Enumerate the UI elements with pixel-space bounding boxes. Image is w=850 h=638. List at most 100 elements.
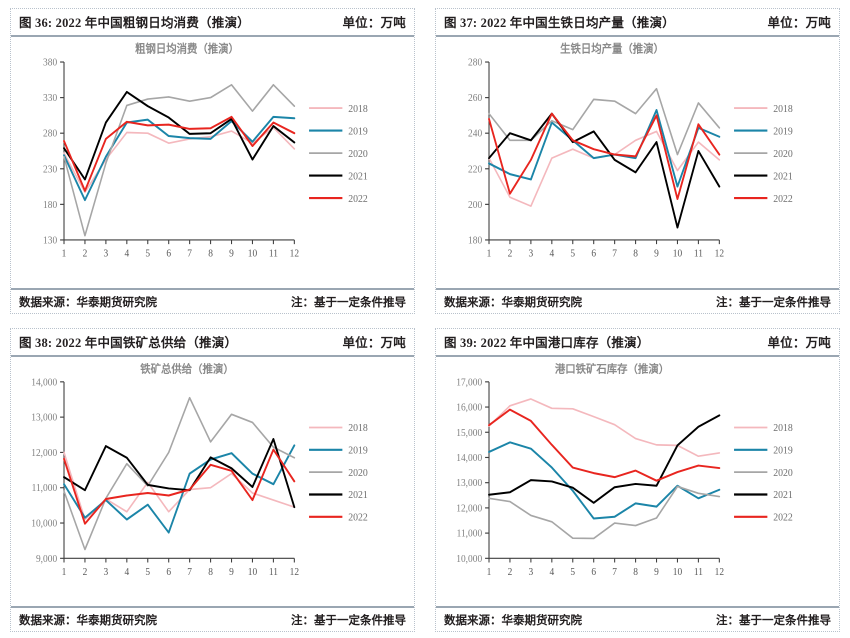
x-axis-tick-label: 11	[694, 248, 703, 259]
series-line-2019	[63, 115, 296, 202]
figure-header-39: 图 39: 2022 年中国港口库存（推演） 单位：万吨	[436, 329, 839, 357]
y-axis-tick-label: 17,000	[456, 377, 482, 388]
x-axis-tick-label: 5	[570, 567, 575, 578]
figure-cell-37: 图 37: 2022 年中国生铁日均产量（推演） 单位：万吨 生铁日均产量（推演…	[425, 0, 850, 320]
chart-area-37: 生铁日均产量（推演） 180 200 220 240 260 280 1 2 3 4 5 6 7 8 9 10 1…	[436, 37, 839, 288]
legend-label-2021: 2021	[348, 490, 368, 501]
x-axis-tick-label: 12	[715, 567, 725, 578]
figure-source-36: 数据来源：华泰期货研究院	[19, 297, 157, 309]
x-axis-tick-label: 1	[487, 567, 492, 578]
series-line-2021	[488, 112, 721, 229]
legend-label-2019: 2019	[773, 445, 793, 456]
series-line-2020	[488, 87, 721, 156]
figure-unit-39: 单位：万吨	[767, 336, 831, 350]
legend-label-2018: 2018	[348, 423, 368, 434]
figure-footer-36: 数据来源：华泰期货研究院 注：基于一定条件推导	[11, 288, 414, 313]
x-axis-tick-label: 2	[508, 248, 513, 259]
figure-footer-37: 数据来源：华泰期货研究院 注：基于一定条件推导	[436, 288, 839, 313]
figure-unit-37: 单位：万吨	[767, 16, 831, 30]
figure-source-39: 数据来源：华泰期货研究院	[444, 615, 582, 627]
legend-label-2020: 2020	[773, 468, 793, 479]
x-axis-tick-label: 3	[104, 567, 109, 578]
x-axis-tick-label: 1	[62, 248, 67, 259]
series-line-2020	[63, 83, 296, 237]
figure-cell-38: 图 38: 2022 年中国铁矿总供给（推演） 单位：万吨 铁矿总供给（推演） 9…	[0, 320, 425, 638]
y-axis-tick-label: 13,000	[456, 478, 482, 489]
y-axis-tick-label: 12,000	[31, 448, 57, 459]
x-axis-tick-label: 9	[654, 248, 659, 259]
x-axis-tick-label: 3	[529, 248, 534, 259]
x-axis-tick-label: 6	[166, 567, 171, 578]
figure-note-38: 注：基于一定条件推导	[291, 615, 406, 627]
y-axis-tick-label: 260	[468, 93, 482, 104]
y-axis-tick-label: 330	[43, 93, 57, 104]
x-axis-tick-label: 7	[187, 248, 192, 259]
x-axis-tick-label: 10	[248, 248, 258, 259]
x-axis-tick-label: 11	[694, 567, 703, 578]
figure-title-38: 图 38: 2022 年中国铁矿总供给（推演）	[19, 336, 238, 350]
y-axis-tick-label: 9,000	[36, 554, 57, 565]
y-axis-tick-label: 180	[43, 200, 57, 211]
figure-source-37: 数据来源：华泰期货研究院	[444, 297, 582, 309]
series-line-2020	[63, 396, 296, 551]
series-line-2018	[488, 398, 721, 458]
series-line-2022	[488, 408, 721, 482]
chart-title: 港口铁矿石库存（推演）	[555, 362, 669, 375]
figure-title-39: 图 39: 2022 年中国港口库存（推演）	[444, 336, 650, 350]
x-axis-tick-label: 2	[83, 248, 88, 259]
x-axis-tick-label: 2	[83, 567, 88, 578]
figure-unit-38: 单位：万吨	[342, 336, 406, 350]
legend-label-2019: 2019	[773, 126, 793, 137]
series-line-2019	[488, 441, 721, 520]
figure-note-39: 注：基于一定条件推导	[716, 615, 831, 627]
chart-area-36: 粗钢日均消费（推演） 130 180 230 280 330 380 1 2 3 4 5 6 7 8 9 10 1…	[11, 37, 414, 288]
legend-label-2022: 2022	[773, 512, 793, 523]
figure-source-38: 数据来源：华泰期货研究院	[19, 615, 157, 627]
legend-label-2018: 2018	[773, 104, 793, 115]
x-axis-tick-label: 1	[487, 248, 492, 259]
y-axis-tick-label: 16,000	[456, 402, 482, 413]
figure-cell-39: 图 39: 2022 年中国港口库存（推演） 单位：万吨 港口铁矿石库存（推演）…	[425, 320, 850, 638]
x-axis-tick-label: 6	[166, 248, 171, 259]
chart-title: 生铁日均产量（推演）	[560, 42, 664, 55]
series-line-2021	[488, 414, 721, 504]
figure-footer-38: 数据来源：华泰期货研究院 注：基于一定条件推导	[11, 606, 414, 631]
y-axis-tick-label: 200	[468, 200, 482, 211]
series-line-2021	[63, 90, 296, 181]
series-line-2021	[63, 438, 296, 509]
legend-label-2019: 2019	[348, 445, 368, 456]
y-axis-tick-label: 130	[43, 235, 57, 246]
y-axis-tick-label: 15,000	[456, 428, 482, 439]
legend-label-2021: 2021	[773, 490, 793, 501]
x-axis-tick-label: 10	[673, 567, 683, 578]
figure-cell-36: 图 36: 2022 年中国粗钢日均消费（推演） 单位：万吨 粗钢日均消费（推演…	[0, 0, 425, 320]
x-axis-tick-label: 8	[208, 248, 213, 259]
figure-note-37: 注：基于一定条件推导	[716, 297, 831, 309]
legend-label-2019: 2019	[348, 126, 368, 137]
legend-label-2021: 2021	[348, 171, 368, 182]
chart-title: 铁矿总供给（推演）	[140, 362, 233, 375]
y-axis-tick-label: 14,000	[456, 453, 482, 464]
x-axis-tick-label: 4	[549, 248, 554, 259]
x-axis-tick-label: 8	[633, 248, 638, 259]
x-axis-tick-label: 12	[290, 567, 300, 578]
figure-header-38: 图 38: 2022 年中国铁矿总供给（推演） 单位：万吨	[11, 329, 414, 357]
legend-label-2022: 2022	[773, 194, 793, 205]
figure-unit-36: 单位：万吨	[342, 16, 406, 30]
figure-title-36: 图 36: 2022 年中国粗钢日均消费（推演）	[19, 16, 250, 30]
y-axis-tick-label: 280	[468, 57, 482, 68]
chart-title: 粗钢日均消费（推演）	[135, 42, 239, 55]
figure-footer-39: 数据来源：华泰期货研究院 注：基于一定条件推导	[436, 606, 839, 631]
x-axis-tick-label: 4	[124, 248, 129, 259]
legend-label-2020: 2020	[348, 149, 368, 160]
figure-note-36: 注：基于一定条件推导	[291, 297, 406, 309]
legend-label-2018: 2018	[773, 423, 793, 434]
legend-label-2020: 2020	[773, 149, 793, 160]
legend-label-2022: 2022	[348, 512, 368, 523]
y-axis-tick-label: 11,000	[457, 528, 483, 539]
figure-header-36: 图 36: 2022 年中国粗钢日均消费（推演） 单位：万吨	[11, 9, 414, 37]
y-axis-tick-label: 280	[43, 128, 57, 139]
x-axis-tick-label: 4	[124, 567, 129, 578]
series-line-2022	[63, 115, 296, 192]
x-axis-tick-label: 2	[508, 567, 513, 578]
